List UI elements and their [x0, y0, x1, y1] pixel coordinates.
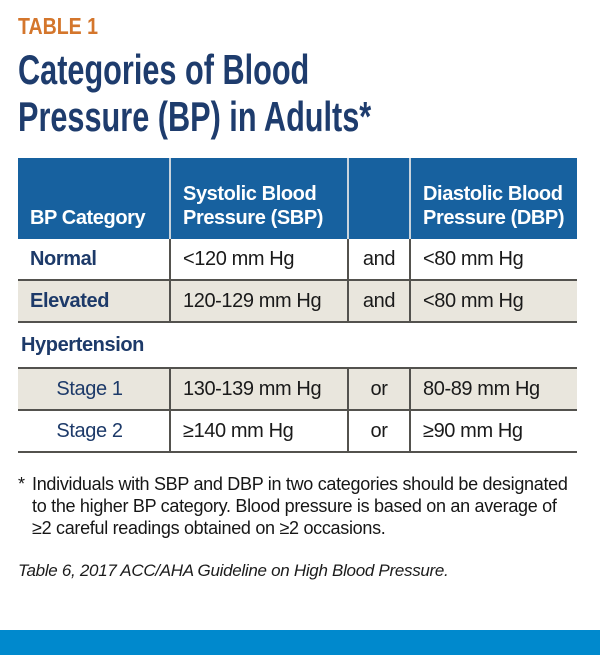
column-header-bp-category: BP Category	[18, 158, 171, 239]
table-number-label: TABLE 1	[18, 13, 99, 39]
page-title: Categories of Blood Pressure (BP) in Adu…	[18, 46, 371, 140]
page-title-line1: Categories of Blood	[18, 46, 310, 93]
column-header-connector	[348, 158, 411, 239]
page-title-line2: Pressure (BP) in Adults*	[18, 93, 372, 140]
table-row-hypertension-section: Hypertension	[18, 322, 577, 369]
cell-sbp-normal: <120 mm Hg	[170, 239, 349, 281]
cell-connector-stage2: or	[348, 410, 411, 453]
footnote: * Individuals with SBP and DBP in two ca…	[18, 473, 574, 539]
cell-dbp-elevated: <80 mm Hg	[410, 280, 577, 323]
cell-category-elevated: Elevated	[18, 280, 171, 323]
cell-sbp-elevated: 120-129 mm Hg	[170, 280, 349, 323]
cell-connector-normal: and	[348, 239, 411, 281]
column-header-dbp: Diastolic Blood Pressure (DBP)	[410, 158, 577, 239]
cell-sbp-stage2: ≥140 mm Hg	[170, 410, 349, 453]
footer-accent-bar	[0, 630, 600, 655]
table-row-normal: Normal <120 mm Hg and <80 mm Hg	[18, 239, 577, 281]
cell-connector-stage1: or	[348, 368, 411, 411]
table-header-row: BP Category Systolic Blood Pressure (SBP…	[18, 158, 577, 239]
bp-categories-table: BP Category Systolic Blood Pressure (SBP…	[18, 158, 577, 453]
cell-dbp-normal: <80 mm Hg	[410, 239, 577, 281]
table-row-stage2: Stage 2 ≥140 mm Hg or ≥90 mm Hg	[18, 410, 577, 453]
cell-category-normal: Normal	[18, 239, 171, 281]
source-citation: Table 6, 2017 ACC/AHA Guideline on High …	[18, 561, 449, 580]
cell-category-stage1: Stage 1	[18, 368, 171, 411]
cell-category-stage2: Stage 2	[18, 410, 171, 453]
table-row-stage1: Stage 1 130-139 mm Hg or 80-89 mm Hg	[18, 368, 577, 411]
cell-connector-elevated: and	[348, 280, 411, 323]
cell-dbp-stage1: 80-89 mm Hg	[410, 368, 577, 411]
footnote-text: Individuals with SBP and DBP in two cate…	[32, 474, 568, 538]
column-header-sbp: Systolic Blood Pressure (SBP)	[170, 158, 349, 239]
cell-section-hypertension: Hypertension	[18, 322, 577, 369]
cell-sbp-stage1: 130-139 mm Hg	[170, 368, 349, 411]
cell-dbp-stage2: ≥90 mm Hg	[410, 410, 577, 453]
footnote-marker: *	[18, 474, 25, 494]
table-row-elevated: Elevated 120-129 mm Hg and <80 mm Hg	[18, 280, 577, 323]
